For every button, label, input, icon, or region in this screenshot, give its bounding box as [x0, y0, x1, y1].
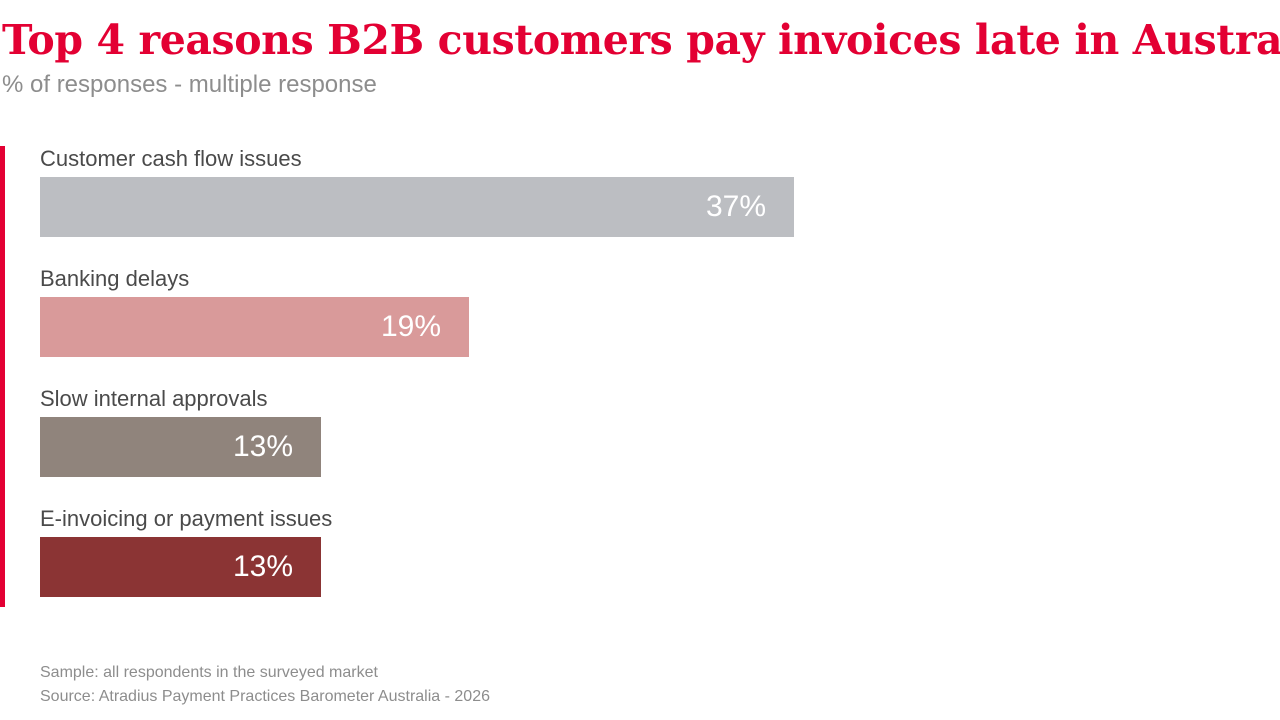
left-accent-rule: [0, 146, 5, 607]
chart-subtitle: % of responses - multiple response: [2, 71, 377, 98]
bar-label: E-invoicing or payment issues: [40, 506, 333, 531]
chart-footnotes: Sample: all respondents in the surveyed …: [40, 661, 490, 709]
bar-group-banking-delays: Banking delays 19%: [40, 266, 469, 357]
bar-value-label: 13%: [232, 550, 293, 583]
footnote-source: Source: Atradius Payment Practices Barom…: [40, 688, 490, 705]
bar: 19%: [40, 297, 469, 357]
bar: 13%: [40, 537, 321, 597]
bar-group-slow-internal-approvals: Slow internal approvals 13%: [40, 386, 321, 477]
bar-value-label: 37%: [705, 190, 766, 223]
page-title: Top 4 reasons B2B customers pay invoices…: [2, 16, 1280, 64]
chart-header: Top 4 reasons B2B customers pay invoices…: [0, 0, 1280, 100]
footnote-sample: Sample: all respondents in the surveyed …: [40, 664, 378, 681]
bar-label: Customer cash flow issues: [40, 146, 302, 171]
bar-value-label: 13%: [232, 430, 293, 463]
bar: 37%: [40, 177, 794, 237]
bar: 13%: [40, 417, 321, 477]
bar-group-e-invoicing-or-payment-issues: E-invoicing or payment issues 13%: [40, 506, 332, 597]
chart-plot-area: Customer cash flow issues 37% Banking de…: [0, 143, 1280, 611]
bar-label: Banking delays: [40, 266, 190, 291]
bar-value-label: 19%: [380, 310, 441, 343]
bar-group-customer-cash-flow-issues: Customer cash flow issues 37%: [40, 146, 794, 237]
bar-label: Slow internal approvals: [40, 386, 268, 411]
